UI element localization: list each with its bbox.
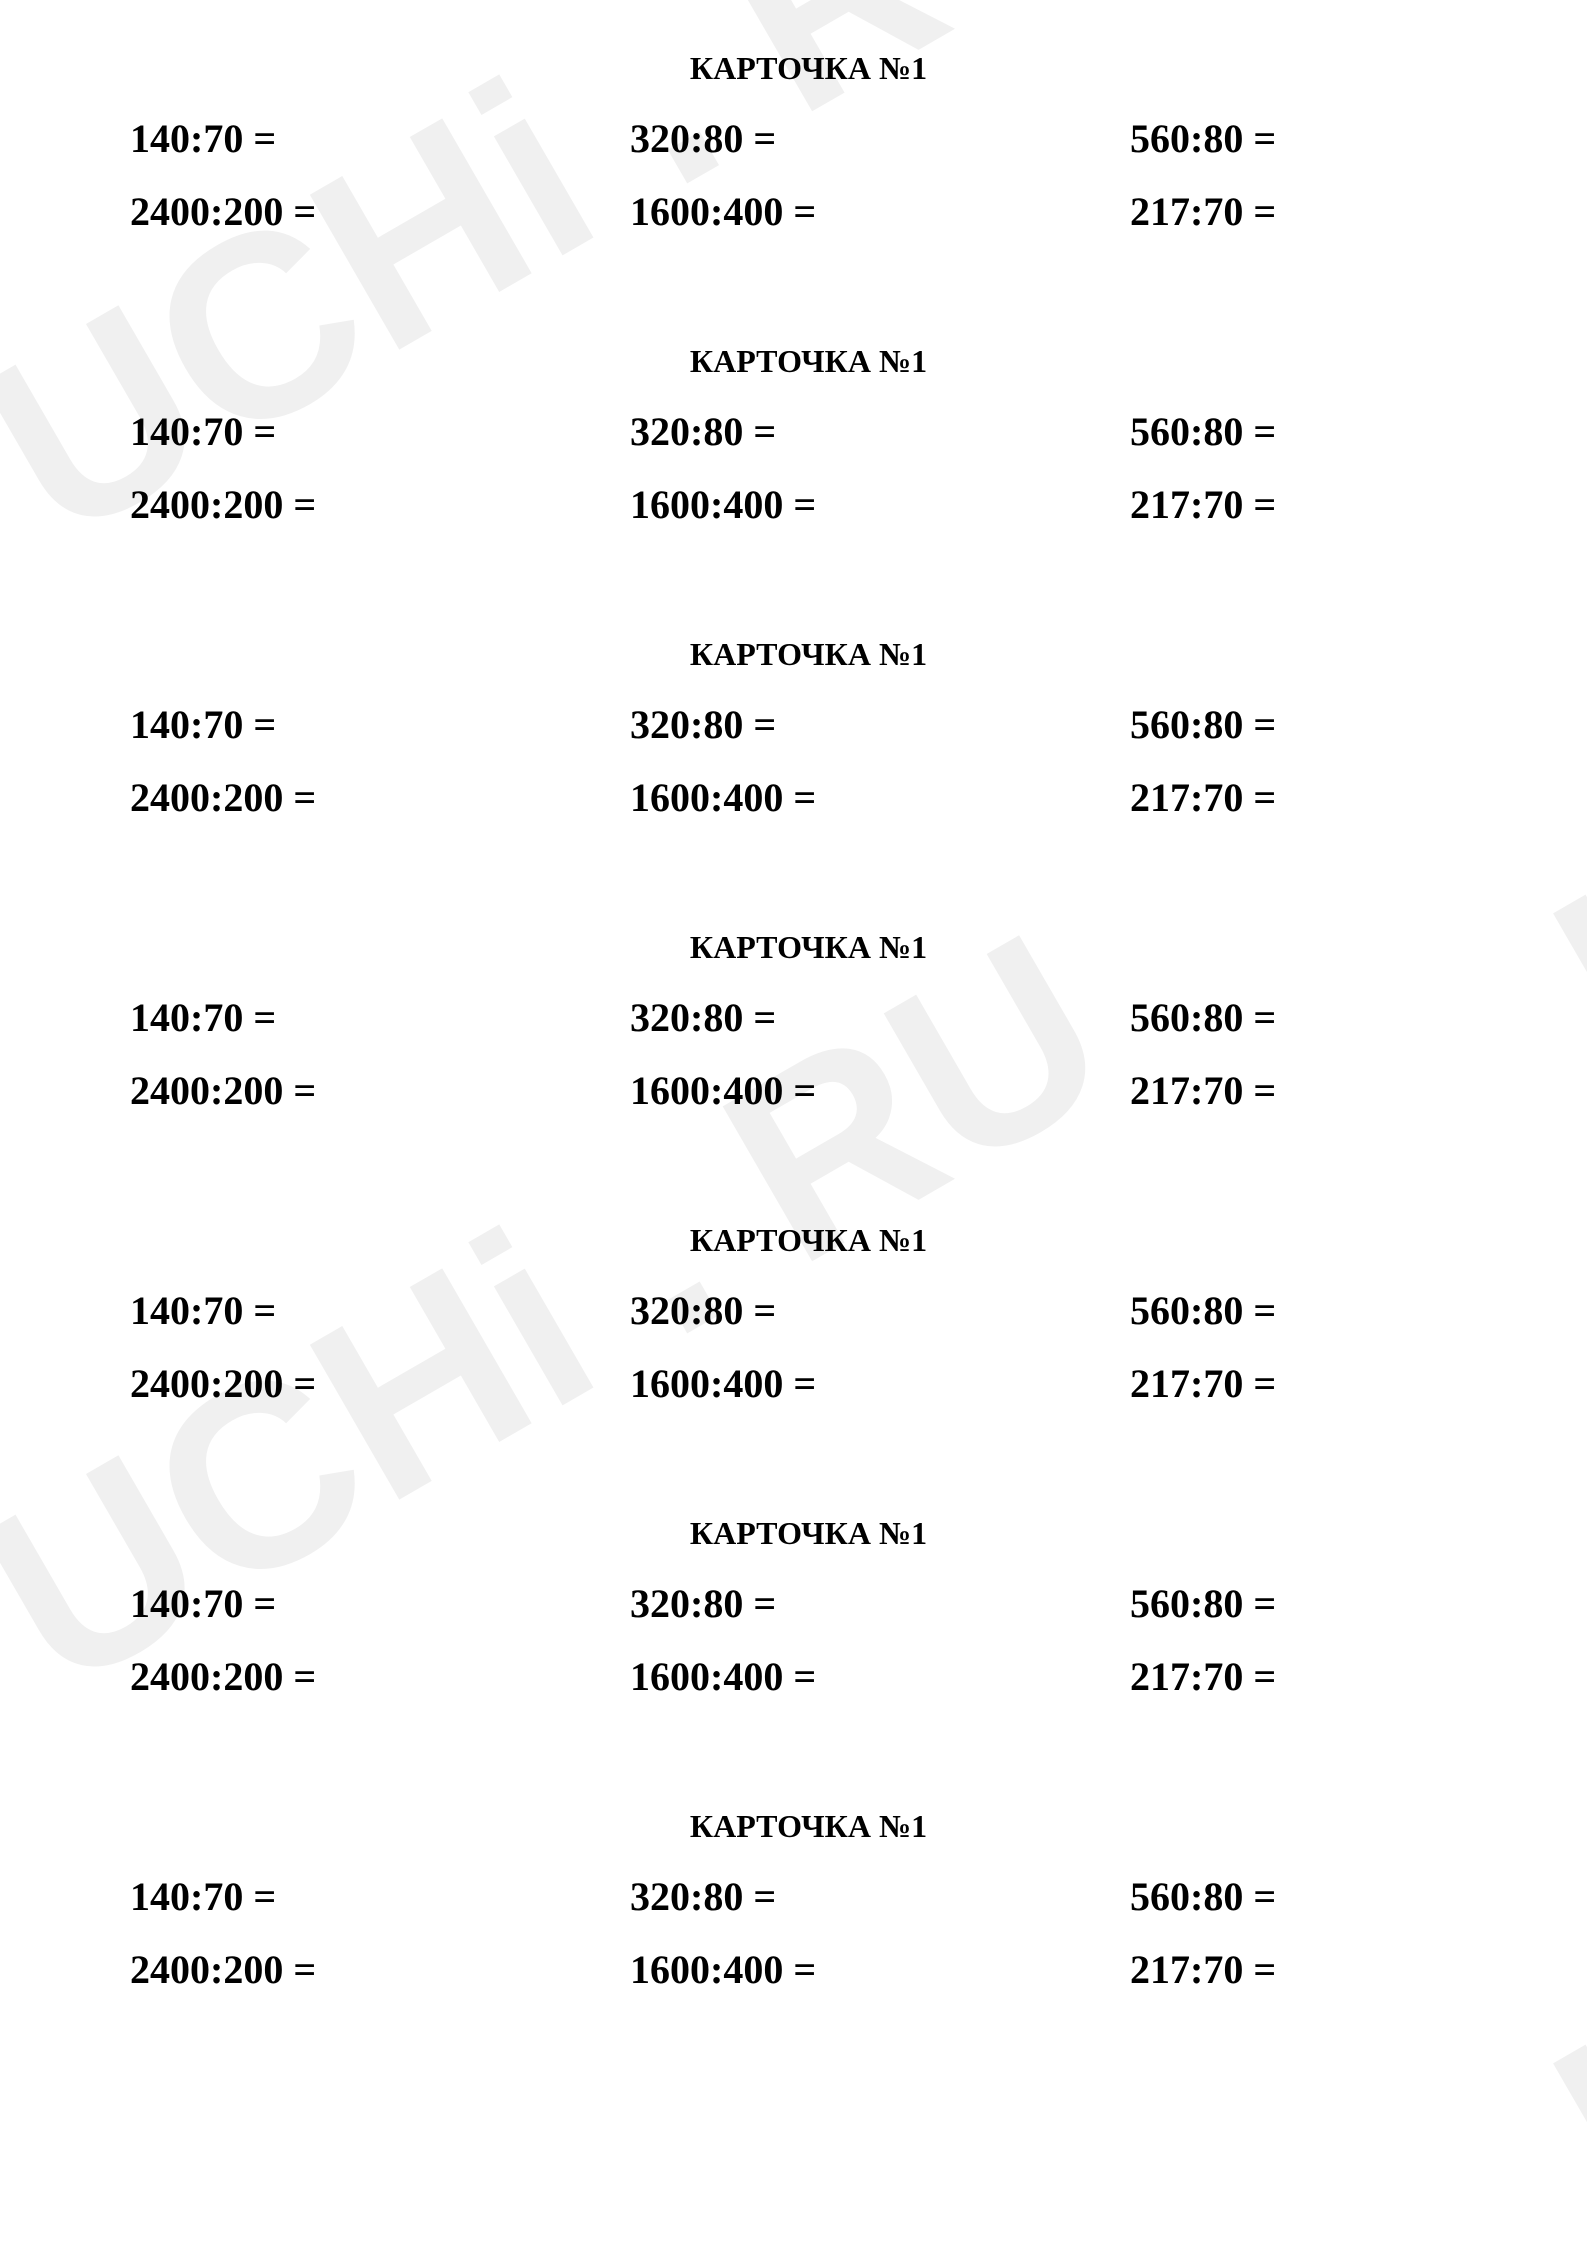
math-problem: 2400:200 = xyxy=(130,1067,630,1114)
math-problem: 1600:400 = xyxy=(630,1946,1130,1993)
math-problem: 320:80 = xyxy=(630,408,1130,455)
card-title: КАРТОЧКА №1 xyxy=(130,1808,1487,1845)
math-problem: 560:80 = xyxy=(1130,994,1487,1041)
math-problem: 2400:200 = xyxy=(130,481,630,528)
worksheet-card: КАРТОЧКА №1 140:70 = 320:80 = 560:80 = 2… xyxy=(130,636,1487,821)
problem-row: 2400:200 = 1600:400 = 217:70 = xyxy=(130,188,1487,235)
math-problem: 217:70 = xyxy=(1130,188,1487,235)
math-problem: 140:70 = xyxy=(130,1287,630,1334)
problem-row: 2400:200 = 1600:400 = 217:70 = xyxy=(130,1360,1487,1407)
math-problem: 1600:400 = xyxy=(630,774,1130,821)
problem-row: 140:70 = 320:80 = 560:80 = xyxy=(130,994,1487,1041)
math-problem: 217:70 = xyxy=(1130,774,1487,821)
math-problem: 560:80 = xyxy=(1130,701,1487,748)
math-problem: 2400:200 = xyxy=(130,1946,630,1993)
math-problem: 1600:400 = xyxy=(630,1067,1130,1114)
worksheet-card: КАРТОЧКА №1 140:70 = 320:80 = 560:80 = 2… xyxy=(130,1515,1487,1700)
problem-row: 140:70 = 320:80 = 560:80 = xyxy=(130,701,1487,748)
math-problem: 140:70 = xyxy=(130,701,630,748)
math-problem: 2400:200 = xyxy=(130,1653,630,1700)
problem-row: 140:70 = 320:80 = 560:80 = xyxy=(130,1873,1487,1920)
math-problem: 217:70 = xyxy=(1130,1946,1487,1993)
math-problem: 140:70 = xyxy=(130,1580,630,1627)
math-problem: 320:80 = xyxy=(630,994,1130,1041)
math-problem: 320:80 = xyxy=(630,1580,1130,1627)
math-problem: 560:80 = xyxy=(1130,1873,1487,1920)
problem-row: 2400:200 = 1600:400 = 217:70 = xyxy=(130,481,1487,528)
math-problem: 320:80 = xyxy=(630,1873,1130,1920)
math-problem: 320:80 = xyxy=(630,1287,1130,1334)
math-problem: 140:70 = xyxy=(130,1873,630,1920)
math-problem: 560:80 = xyxy=(1130,1287,1487,1334)
math-problem: 140:70 = xyxy=(130,994,630,1041)
math-problem: 560:80 = xyxy=(1130,1580,1487,1627)
card-title: КАРТОЧКА №1 xyxy=(130,636,1487,673)
problem-row: 2400:200 = 1600:400 = 217:70 = xyxy=(130,1653,1487,1700)
math-problem: 140:70 = xyxy=(130,115,630,162)
math-problem: 217:70 = xyxy=(1130,1653,1487,1700)
page-content: КАРТОЧКА №1 140:70 = 320:80 = 560:80 = 2… xyxy=(0,0,1587,2043)
math-problem: 2400:200 = xyxy=(130,1360,630,1407)
worksheet-card: КАРТОЧКА №1 140:70 = 320:80 = 560:80 = 2… xyxy=(130,50,1487,235)
math-problem: 320:80 = xyxy=(630,115,1130,162)
card-title: КАРТОЧКА №1 xyxy=(130,50,1487,87)
math-problem: 560:80 = xyxy=(1130,115,1487,162)
problem-row: 2400:200 = 1600:400 = 217:70 = xyxy=(130,1067,1487,1114)
math-problem: 560:80 = xyxy=(1130,408,1487,455)
problem-row: 2400:200 = 1600:400 = 217:70 = xyxy=(130,1946,1487,1993)
problem-row: 140:70 = 320:80 = 560:80 = xyxy=(130,115,1487,162)
problem-row: 140:70 = 320:80 = 560:80 = xyxy=(130,1287,1487,1334)
problem-row: 140:70 = 320:80 = 560:80 = xyxy=(130,1580,1487,1627)
worksheet-card: КАРТОЧКА №1 140:70 = 320:80 = 560:80 = 2… xyxy=(130,1808,1487,1993)
problem-row: 140:70 = 320:80 = 560:80 = xyxy=(130,408,1487,455)
math-problem: 2400:200 = xyxy=(130,774,630,821)
worksheet-card: КАРТОЧКА №1 140:70 = 320:80 = 560:80 = 2… xyxy=(130,1222,1487,1407)
math-problem: 1600:400 = xyxy=(630,1653,1130,1700)
math-problem: 1600:400 = xyxy=(630,1360,1130,1407)
math-problem: 217:70 = xyxy=(1130,1360,1487,1407)
card-title: КАРТОЧКА №1 xyxy=(130,929,1487,966)
worksheet-card: КАРТОЧКА №1 140:70 = 320:80 = 560:80 = 2… xyxy=(130,343,1487,528)
math-problem: 217:70 = xyxy=(1130,481,1487,528)
math-problem: 1600:400 = xyxy=(630,188,1130,235)
math-problem: 320:80 = xyxy=(630,701,1130,748)
problem-row: 2400:200 = 1600:400 = 217:70 = xyxy=(130,774,1487,821)
math-problem: 2400:200 = xyxy=(130,188,630,235)
card-title: КАРТОЧКА №1 xyxy=(130,1222,1487,1259)
worksheet-card: КАРТОЧКА №1 140:70 = 320:80 = 560:80 = 2… xyxy=(130,929,1487,1114)
math-problem: 140:70 = xyxy=(130,408,630,455)
math-problem: 1600:400 = xyxy=(630,481,1130,528)
card-title: КАРТОЧКА №1 xyxy=(130,1515,1487,1552)
math-problem: 217:70 = xyxy=(1130,1067,1487,1114)
card-title: КАРТОЧКА №1 xyxy=(130,343,1487,380)
